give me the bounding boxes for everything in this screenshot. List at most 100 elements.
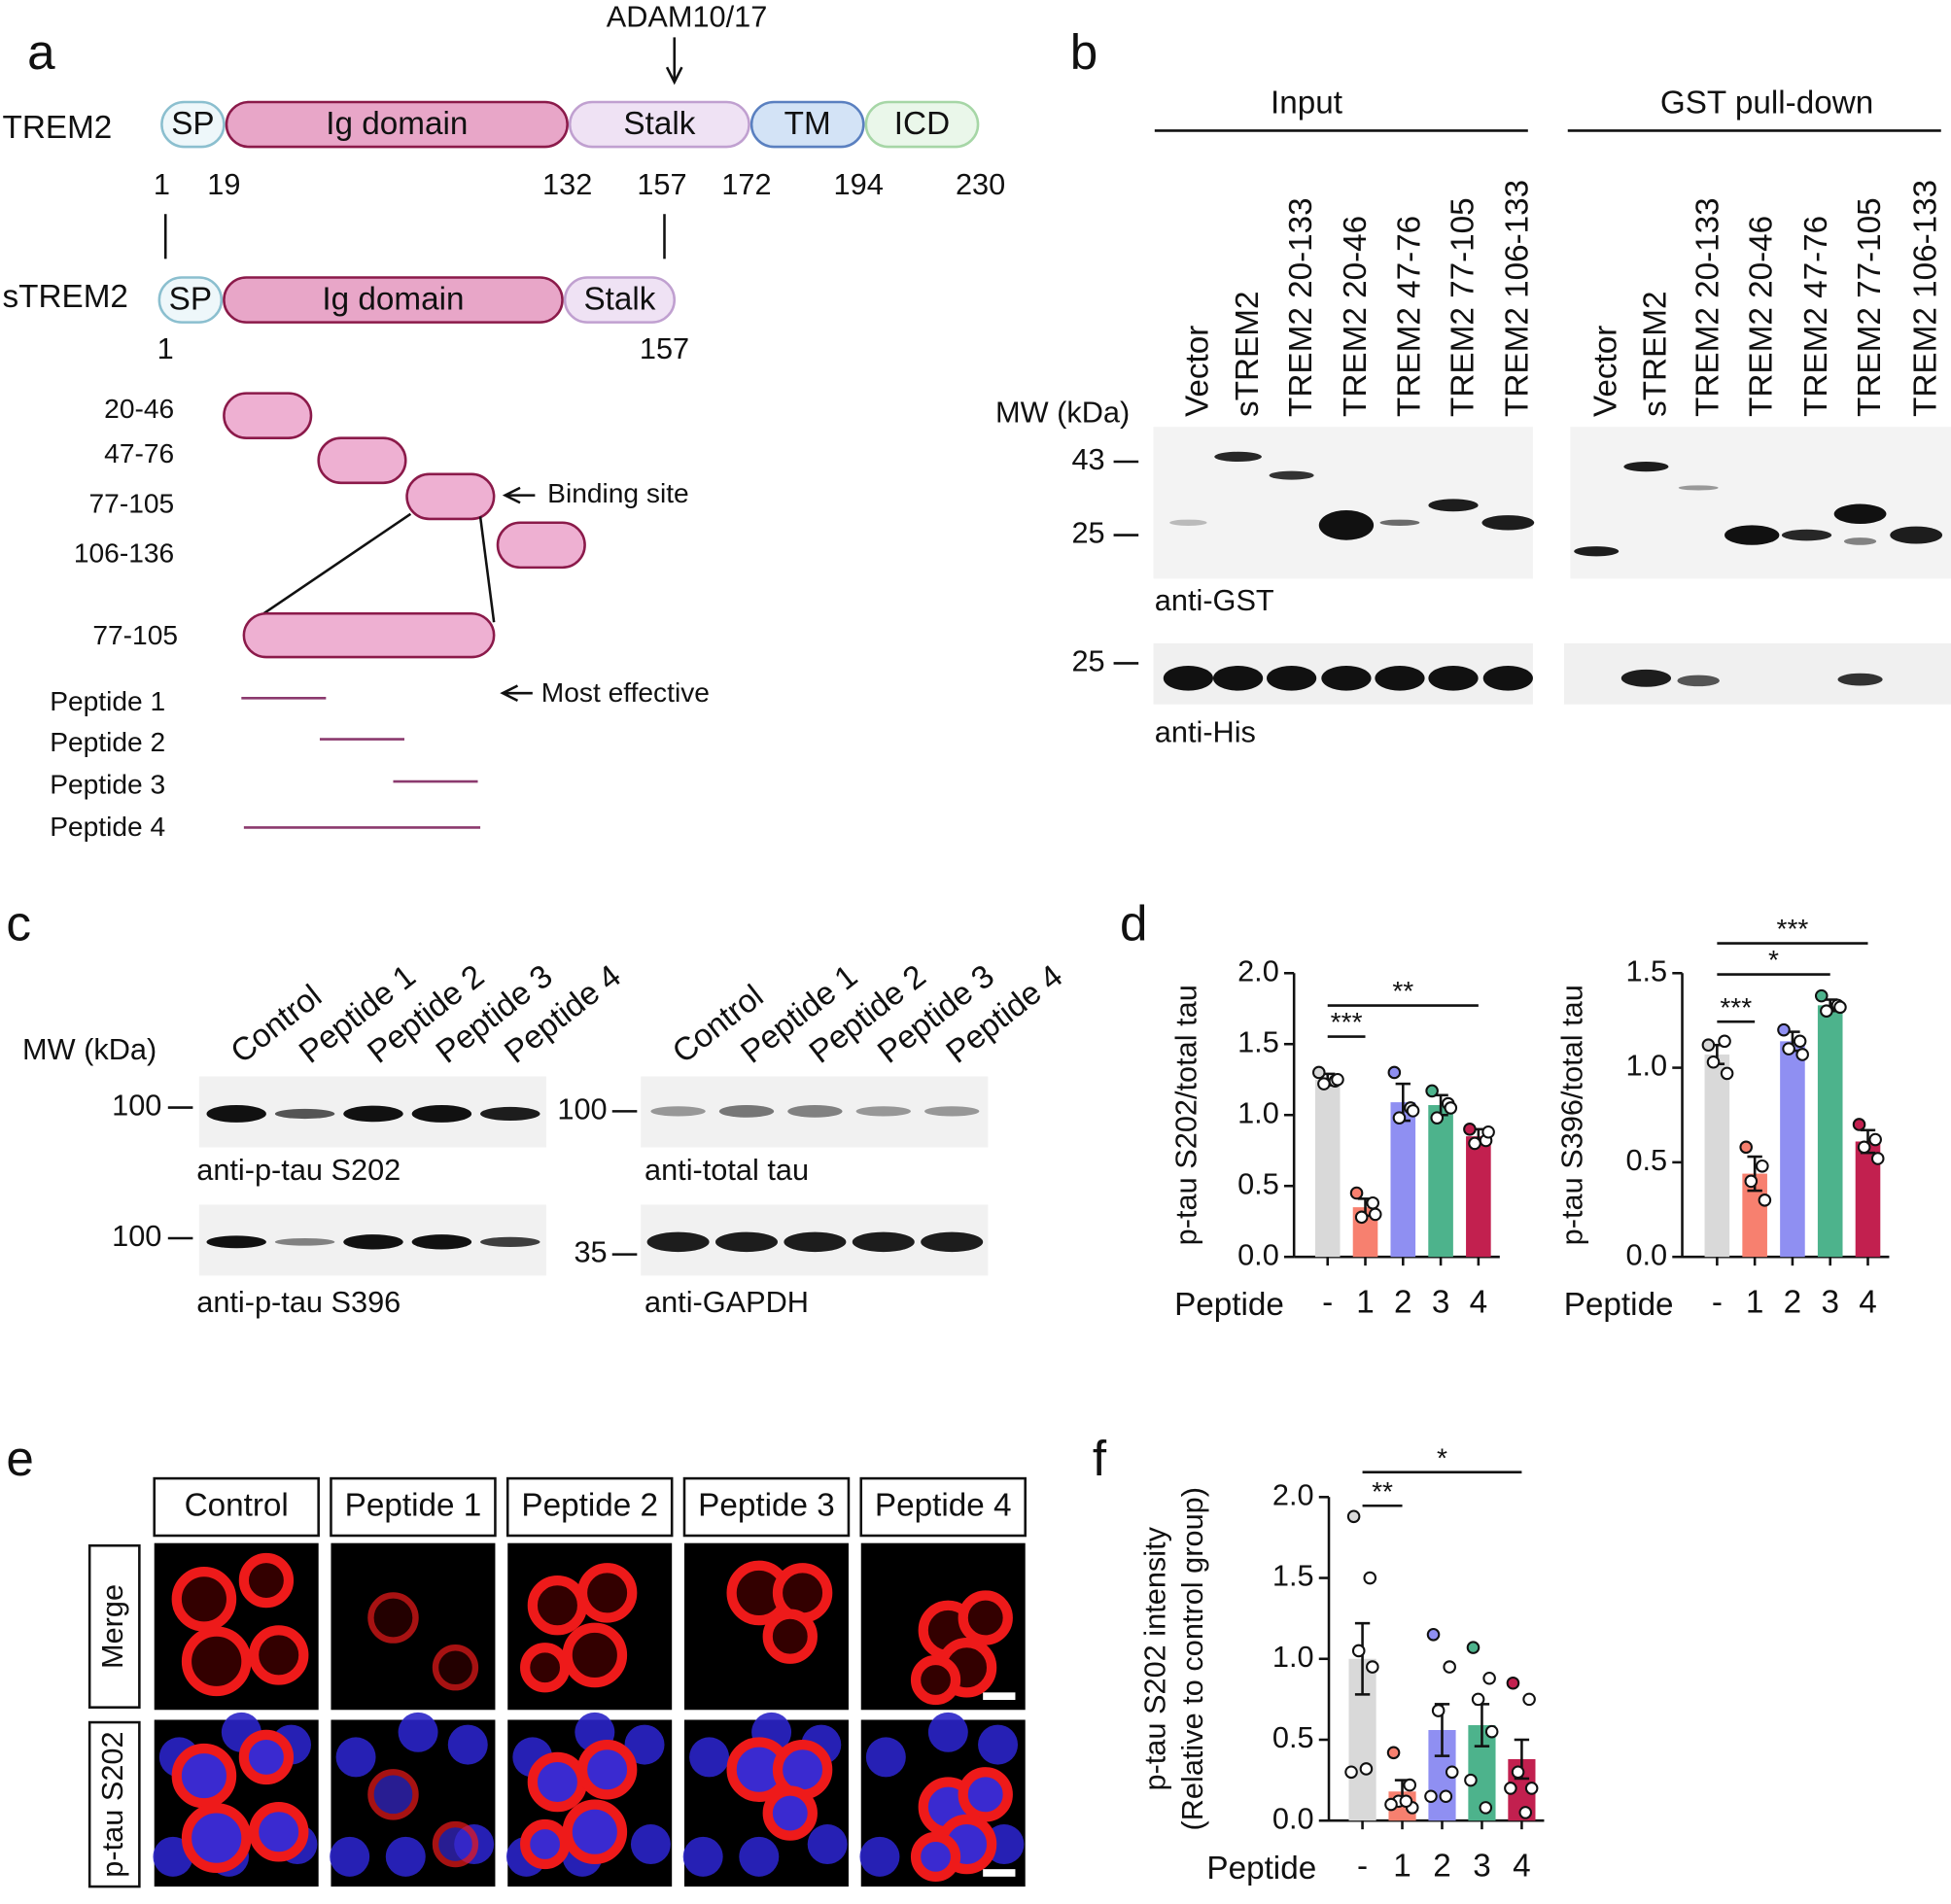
- cell: [248, 1625, 309, 1685]
- cleavage-label: ADAM10/17: [607, 0, 768, 33]
- mw-marker: 100: [112, 1089, 161, 1123]
- data-point: [1445, 1765, 1459, 1780]
- band: [206, 1235, 266, 1249]
- domain-label: ICD: [894, 106, 950, 142]
- data-point: [1793, 1034, 1807, 1049]
- band: [1269, 470, 1314, 480]
- bar: [1817, 1005, 1843, 1258]
- data-point: [1524, 1782, 1539, 1795]
- nucleus: [859, 1836, 900, 1877]
- cell: [762, 1785, 818, 1841]
- blot: [1570, 427, 1951, 579]
- column-header: Control: [185, 1487, 289, 1523]
- bar: [1704, 1054, 1730, 1258]
- fragment-label: 20-46: [104, 394, 174, 424]
- data-point: [1718, 1034, 1731, 1049]
- data-point: [1758, 1194, 1772, 1207]
- domain-label: TM: [784, 106, 831, 142]
- band: [787, 1104, 843, 1118]
- data-point: [1820, 1004, 1833, 1018]
- domain: [568, 100, 750, 149]
- fragment-label: 106-136: [74, 537, 174, 568]
- data-point: [1701, 1038, 1716, 1053]
- data-point: [1363, 1571, 1377, 1585]
- lane-label: TREM2 106-133: [1500, 180, 1536, 417]
- x-tick-label: 1: [1746, 1285, 1764, 1321]
- mw-title: MW (kDa): [22, 1032, 157, 1066]
- data-point: [1424, 1789, 1438, 1804]
- nucleus: [398, 1712, 438, 1752]
- band: [411, 1234, 472, 1250]
- cell: [527, 1751, 588, 1813]
- y-tick-label: 0.5: [1272, 1720, 1314, 1754]
- data-point: [1504, 1782, 1517, 1795]
- band: [646, 1231, 710, 1253]
- band: [1163, 666, 1213, 691]
- band: [855, 1106, 911, 1117]
- data-point: [1464, 1773, 1478, 1787]
- nucleus: [335, 1737, 376, 1778]
- data-point: [1777, 1022, 1791, 1037]
- domain-label: Ig domain: [322, 282, 464, 318]
- data-point: [1359, 1762, 1374, 1776]
- x-tick-label: 1: [1393, 1849, 1411, 1885]
- blot-label: anti-p-tau S396: [196, 1285, 401, 1319]
- cell: [958, 1767, 1013, 1822]
- cell: [762, 1609, 818, 1664]
- data-point: [1511, 1765, 1525, 1780]
- band: [1482, 666, 1533, 691]
- data-point: [1720, 1066, 1734, 1081]
- y-axis-label: p-tau S202 intensity: [1137, 1526, 1171, 1790]
- data-point: [1479, 1801, 1493, 1815]
- band: [274, 1108, 335, 1120]
- y-axis-label: (Relative to control group): [1175, 1487, 1209, 1830]
- band: [343, 1105, 403, 1123]
- nucleus: [689, 1737, 730, 1778]
- data-point: [1386, 1746, 1401, 1760]
- cell: [910, 1831, 961, 1882]
- protein-name: sTREM2: [3, 279, 128, 315]
- cell: [576, 1563, 638, 1623]
- domain-label: Stalk: [583, 282, 655, 318]
- column-header-box: [330, 1476, 497, 1538]
- lane-label: Vector: [1180, 326, 1216, 417]
- band: [1318, 509, 1375, 540]
- band: [1781, 529, 1832, 541]
- fragment: [223, 392, 313, 439]
- domain-label: Ig domain: [326, 106, 468, 142]
- peptide-label: Peptide 3: [50, 770, 165, 800]
- x-tick-label: 2: [1784, 1285, 1802, 1321]
- residue-number: 1: [154, 167, 170, 201]
- data-point: [1518, 1806, 1533, 1819]
- data-point: [1392, 1111, 1407, 1125]
- nucleus: [624, 1724, 665, 1765]
- y-tick-label: 0.0: [1237, 1237, 1279, 1271]
- mw-marker: 100: [557, 1091, 607, 1125]
- y-tick-label: 0.0: [1272, 1801, 1314, 1835]
- x-tick-label: 2: [1433, 1849, 1451, 1885]
- band: [921, 1231, 984, 1253]
- peptide-label: Peptide 2: [50, 727, 165, 757]
- mw-marker: 100: [112, 1219, 161, 1253]
- zoom-line: [262, 512, 412, 615]
- y-tick-label: 1.5: [1625, 953, 1667, 987]
- data-point: [1852, 1118, 1866, 1131]
- residue-number: 172: [721, 167, 771, 201]
- x-tick-label: 3: [1473, 1849, 1491, 1885]
- data-point: [1387, 1065, 1402, 1080]
- fragment: [317, 436, 407, 485]
- band: [1379, 519, 1420, 526]
- protein-name: TREM2: [3, 110, 113, 146]
- lane-label: TREM2 77-105: [1445, 197, 1481, 417]
- y-tick-label: 0.5: [1237, 1166, 1279, 1200]
- row-header: p-tau S202: [95, 1731, 129, 1877]
- nucleus: [630, 1824, 671, 1865]
- residue-number: 19: [207, 167, 240, 201]
- domain: [225, 100, 569, 149]
- lane-label: TREM2 47-76: [1391, 216, 1427, 417]
- lane-label: TREM2 20-133: [1283, 197, 1319, 417]
- mw-marker: 25: [1071, 516, 1104, 550]
- x-tick-label: -: [1322, 1285, 1333, 1321]
- scale-bar: [983, 1869, 1016, 1877]
- x-tick-label: 1: [1356, 1285, 1375, 1321]
